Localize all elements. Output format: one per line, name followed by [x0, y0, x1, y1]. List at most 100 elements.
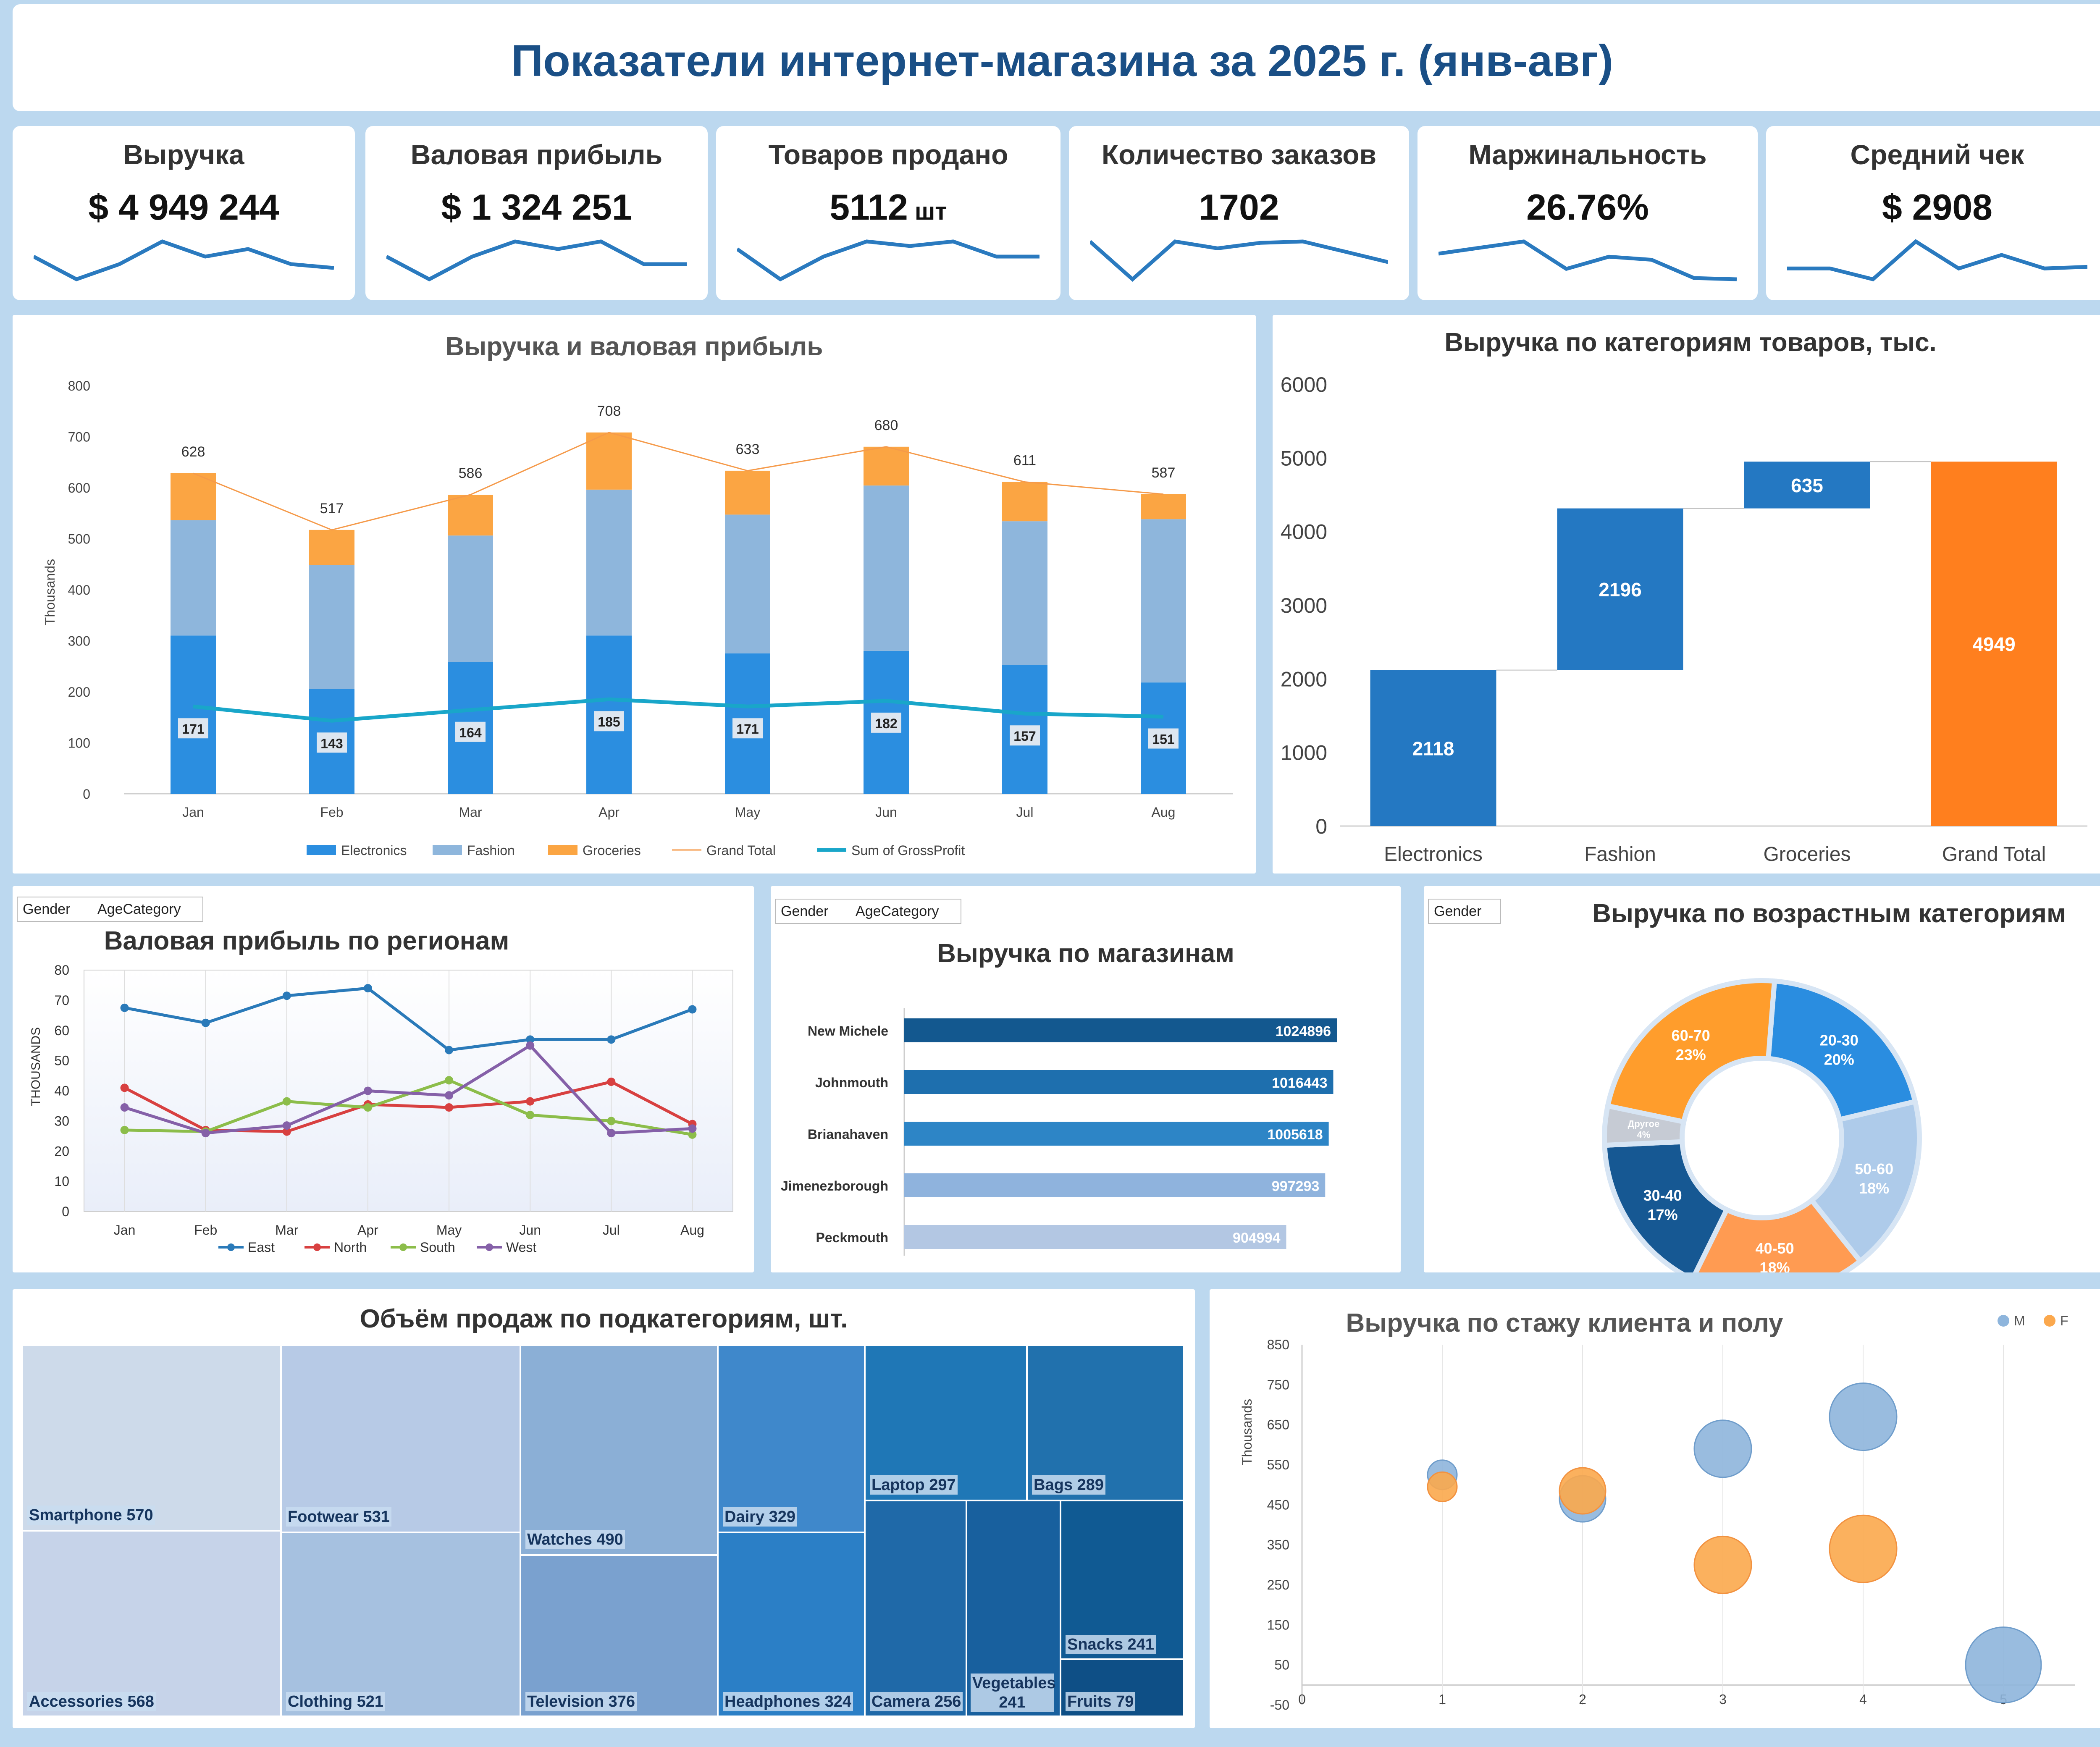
- y-tick-label: 0: [83, 787, 90, 802]
- series-point: [526, 1097, 535, 1106]
- series-point: [688, 1005, 697, 1014]
- series-point: [607, 1129, 616, 1138]
- bar-fashion: [1002, 521, 1047, 665]
- legend-swatch: [307, 845, 336, 855]
- bubble-point: [1829, 1382, 1898, 1451]
- x-tick-label: Jul: [603, 1222, 620, 1238]
- y-tick-label: 2000: [1281, 667, 1327, 691]
- total-data-label: 708: [597, 403, 621, 419]
- sparkline-path: [1090, 239, 1388, 282]
- legend-marker: [399, 1243, 407, 1251]
- bubble-point: [1559, 1467, 1606, 1515]
- y-tick-label: 800: [68, 378, 90, 393]
- x-tick-label: 0: [1298, 1692, 1306, 1707]
- series-point: [607, 1035, 616, 1044]
- treemap-cell: Smartphone 570: [23, 1346, 280, 1530]
- y-tick-label: 50: [54, 1053, 69, 1068]
- profit-data-label: 143: [320, 736, 343, 751]
- series-point: [201, 1129, 210, 1138]
- treemap-cell: Dairy 329: [719, 1346, 864, 1532]
- treemap-cell: Camera 256: [866, 1501, 966, 1716]
- grand-total-line: [193, 432, 1164, 531]
- treemap-cell: Bags 289: [1028, 1346, 1183, 1500]
- bar-groceries: [309, 530, 354, 565]
- regions-title: Валовая прибыль по регионам: [104, 926, 509, 955]
- y-tick-label: 4000: [1281, 520, 1327, 544]
- series-point: [526, 1041, 535, 1050]
- x-tick-label: Mar: [275, 1222, 298, 1238]
- donut-category-label: Другое: [1628, 1118, 1660, 1129]
- donut-category-label: 40-50: [1756, 1240, 1794, 1257]
- waterfall-bar: [1557, 508, 1683, 670]
- kpi-card: Количество заказов 1702: [1069, 126, 1409, 300]
- kpi-title: Валовая прибыль: [410, 139, 663, 170]
- donut-category-label: 60-70: [1672, 1027, 1710, 1044]
- waterfall-data-label: 635: [1791, 475, 1823, 496]
- donut-slice: [1604, 978, 1777, 1125]
- profit-data-label: 182: [875, 716, 897, 731]
- donut-slice: [1765, 978, 1919, 1123]
- y-tick-label: 450: [1267, 1497, 1289, 1512]
- agecategory-filter-label[interactable]: AgeCategory: [97, 901, 181, 917]
- legend-label: Groceries: [583, 843, 641, 858]
- y-tick-label: 0: [1315, 815, 1327, 838]
- donut-percent-label: 18%: [1760, 1259, 1790, 1272]
- x-tick-label: 3: [1719, 1692, 1727, 1707]
- bubble-panel: Выручка по стажу клиента и полу -50 50 150…: [1210, 1289, 2100, 1728]
- series-point: [282, 992, 291, 1000]
- store-label: Brianahaven: [808, 1127, 888, 1142]
- x-tick-label: Jun: [519, 1222, 541, 1238]
- x-tick-label: Feb: [194, 1222, 217, 1238]
- donut-gender-filter[interactable]: Gender: [1428, 899, 1501, 924]
- age-donut-title: Выручка по возрастным категориям: [1592, 899, 2066, 928]
- store-bar: [904, 1018, 1337, 1042]
- treemap-cell-label: Snacks 241: [1066, 1635, 1156, 1654]
- gender-filter-label: Gender: [23, 901, 71, 917]
- store-data-label: 904994: [1233, 1230, 1281, 1246]
- profit-label-bg: [1148, 728, 1179, 749]
- total-data-label: 586: [459, 465, 483, 481]
- profit-data-label: 151: [1152, 732, 1174, 747]
- store-agecategory-filter-label[interactable]: AgeCategory: [856, 903, 939, 919]
- treemap-cell-label: Fruits 79: [1066, 1692, 1136, 1711]
- bar-groceries: [1002, 482, 1047, 522]
- bubble-title: Выручка по стажу клиента и полу: [1346, 1309, 1783, 1338]
- bar-fashion: [864, 485, 909, 651]
- gender-filter[interactable]: Gender AgeCategory: [17, 897, 203, 922]
- x-tick-label: Feb: [320, 805, 343, 820]
- legend-marker: [227, 1243, 235, 1251]
- legend-label: East: [248, 1240, 275, 1255]
- total-data-label: 628: [181, 444, 205, 460]
- treemap-cell: Accessories 568: [23, 1532, 280, 1716]
- x-tick-label: May: [735, 805, 760, 820]
- profit-label-bg: [732, 718, 763, 739]
- profit-label-bg: [317, 732, 347, 753]
- kpi-title: Средний чек: [1850, 139, 2024, 170]
- y-tick-label: 5000: [1281, 446, 1327, 470]
- kpi-card: Выручка $ 4 949 244: [13, 126, 355, 300]
- sparkline-path: [386, 239, 687, 282]
- kpi-sparkline: [386, 239, 687, 282]
- legend-marker: [313, 1243, 321, 1251]
- treemap-cell-label: Footwear 531: [286, 1507, 391, 1527]
- treemap-cell: Footwear 531: [282, 1346, 520, 1532]
- kpi-card: Маржинальность 26.76%: [1418, 126, 1758, 300]
- treemap-cell-label: Laptop 297: [870, 1475, 958, 1495]
- store-gender-filter[interactable]: Gender AgeCategory: [775, 899, 961, 924]
- total-data-label: 587: [1152, 465, 1176, 481]
- x-tick-label: Jan: [182, 805, 204, 820]
- y-tick-label: 650: [1267, 1417, 1289, 1432]
- store-label: Johnmouth: [815, 1075, 888, 1090]
- treemap-cell: Television 376: [521, 1556, 717, 1716]
- profit-data-label: 171: [736, 721, 759, 737]
- kpi-value: $ 4 949 244: [13, 187, 355, 228]
- x-tick-label: 1: [1438, 1692, 1446, 1707]
- kpi-title: Товаров продано: [768, 139, 1008, 170]
- y-tick-label: 550: [1267, 1457, 1289, 1472]
- x-tick-label: Aug: [1152, 805, 1176, 820]
- kpi-sparkline: [34, 239, 334, 281]
- y-tick-label: 60: [54, 1023, 69, 1038]
- treemap-panel: Объём продаж по подкатегориям, шт. Smart…: [13, 1289, 1195, 1728]
- donut-percent-label: 18%: [1859, 1180, 1889, 1197]
- y-tick-label: 0: [62, 1204, 69, 1219]
